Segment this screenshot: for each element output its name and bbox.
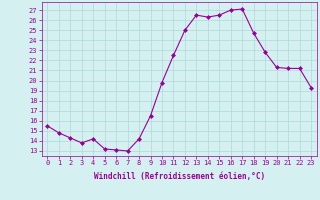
X-axis label: Windchill (Refroidissement éolien,°C): Windchill (Refroidissement éolien,°C) [94, 172, 265, 181]
